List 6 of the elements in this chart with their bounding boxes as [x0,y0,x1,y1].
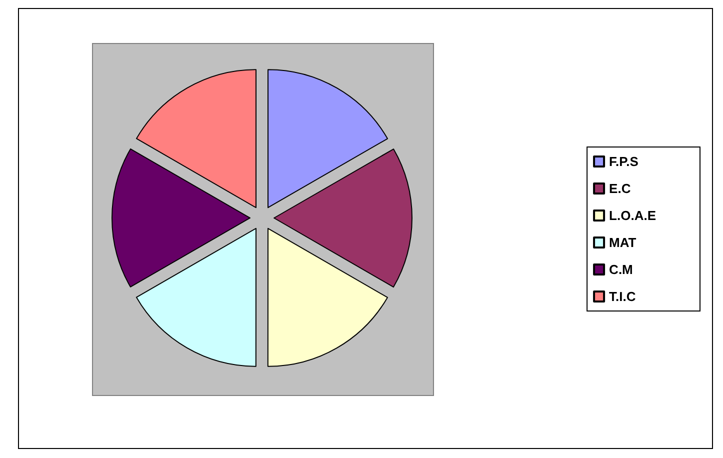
legend-label: F.P.S [609,154,639,169]
legend-label: L.O.A.E [609,208,656,223]
legend-label: E.C [609,181,632,196]
legend-label: T.I.C [609,289,636,304]
legend-label: MAT [609,235,636,250]
legend-label: C.M [609,262,633,277]
